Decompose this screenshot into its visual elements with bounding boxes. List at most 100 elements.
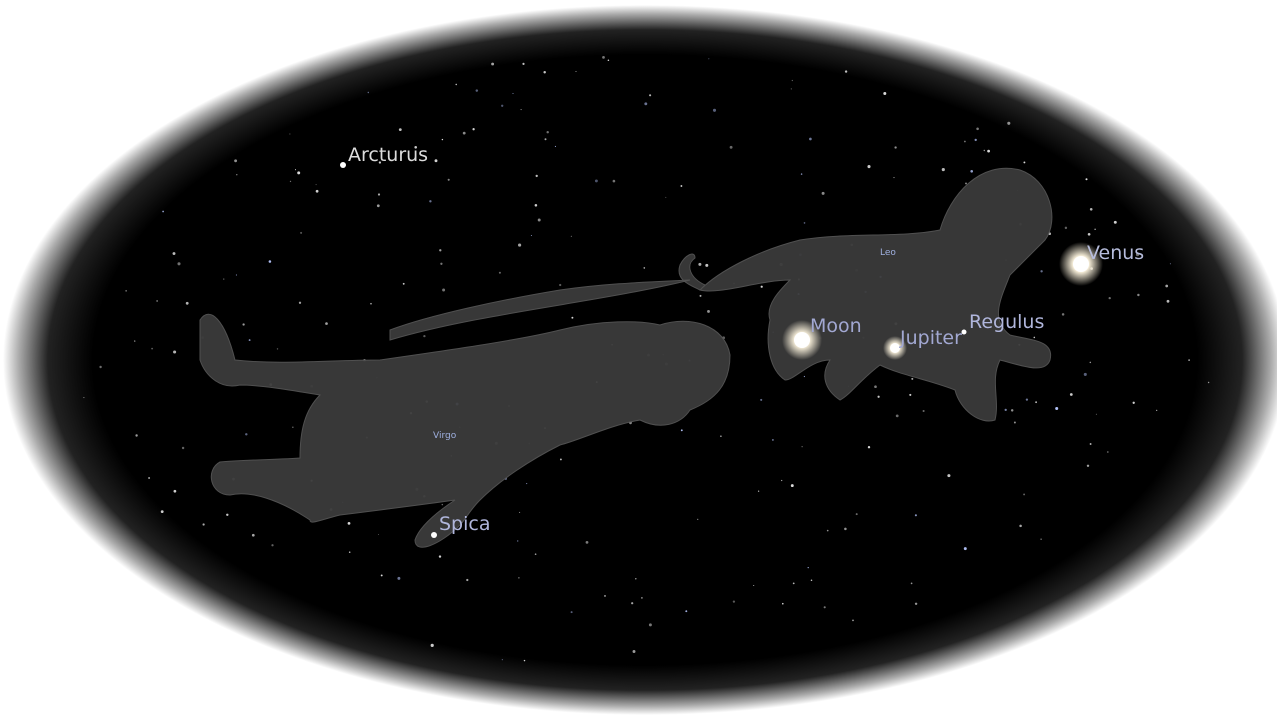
constellation-label: Leo [880, 248, 896, 258]
star [234, 159, 237, 162]
star [1087, 465, 1089, 467]
star [575, 71, 576, 72]
star [1208, 382, 1209, 383]
star [809, 138, 812, 141]
star [182, 447, 184, 449]
star [633, 650, 636, 653]
star [781, 480, 782, 481]
star [463, 132, 466, 135]
page: {"sky_view": { "constellations": [{"labe… [0, 0, 1277, 718]
star [1034, 337, 1036, 339]
star [277, 348, 278, 349]
star [761, 286, 763, 288]
star [252, 534, 255, 537]
star [245, 433, 247, 435]
sky-view[interactable]: LeoVirgoArcturusVenusMoonJupiterRegulusS… [0, 0, 1277, 718]
star [984, 150, 985, 151]
star [545, 138, 547, 140]
star [1109, 297, 1111, 299]
star [649, 94, 651, 96]
star [524, 660, 525, 661]
star [1096, 414, 1097, 415]
star [348, 522, 351, 525]
star [649, 623, 652, 626]
star [947, 474, 950, 477]
star [1035, 401, 1037, 403]
star [571, 317, 573, 319]
star [824, 606, 826, 608]
object-marker [794, 332, 810, 348]
star [1023, 493, 1025, 495]
object-marker [340, 162, 346, 168]
star [631, 602, 633, 604]
star [83, 397, 84, 398]
object-marker [962, 330, 967, 335]
star [685, 610, 687, 612]
star [845, 70, 847, 72]
star [1070, 393, 1073, 396]
star [713, 109, 716, 112]
star [538, 219, 541, 222]
star [1133, 402, 1135, 404]
star [502, 659, 503, 660]
star [435, 159, 438, 162]
star [1040, 539, 1041, 540]
star [1084, 373, 1087, 376]
star [680, 185, 682, 187]
star [526, 483, 527, 484]
star [456, 84, 457, 85]
star [368, 92, 369, 93]
star [300, 232, 302, 234]
star [518, 577, 519, 578]
star [987, 150, 990, 153]
star [431, 644, 434, 647]
star [1011, 409, 1013, 411]
star [1026, 398, 1028, 400]
star [942, 168, 945, 171]
star [733, 600, 735, 602]
star [915, 603, 917, 605]
star [297, 171, 300, 174]
star [501, 105, 503, 107]
object-label: Arcturus [348, 144, 428, 166]
star [535, 553, 537, 555]
star [559, 284, 561, 286]
star [249, 339, 251, 341]
star [536, 175, 538, 177]
star [635, 578, 636, 579]
star [448, 179, 450, 181]
star [964, 141, 966, 143]
star [874, 385, 877, 388]
star [442, 504, 443, 505]
star [867, 165, 870, 168]
star [1088, 233, 1091, 236]
star [236, 274, 237, 275]
star [325, 322, 328, 325]
star [491, 63, 494, 66]
star [707, 310, 710, 313]
star [730, 146, 733, 149]
star [290, 181, 291, 182]
object-label: Venus [1087, 242, 1144, 264]
star [236, 174, 237, 175]
star [896, 415, 899, 418]
star [697, 519, 698, 520]
star [1065, 227, 1067, 229]
star [519, 512, 520, 513]
star [665, 197, 666, 198]
star [1040, 270, 1042, 272]
star [811, 579, 813, 581]
star [531, 235, 532, 236]
star [202, 523, 204, 525]
star [439, 555, 441, 557]
star [1007, 122, 1010, 125]
star [370, 303, 372, 305]
star [1114, 221, 1117, 224]
star [586, 541, 589, 544]
star [608, 59, 610, 61]
star [316, 184, 317, 185]
star [705, 264, 708, 267]
star [976, 128, 979, 131]
star [476, 89, 478, 91]
star [161, 510, 164, 513]
